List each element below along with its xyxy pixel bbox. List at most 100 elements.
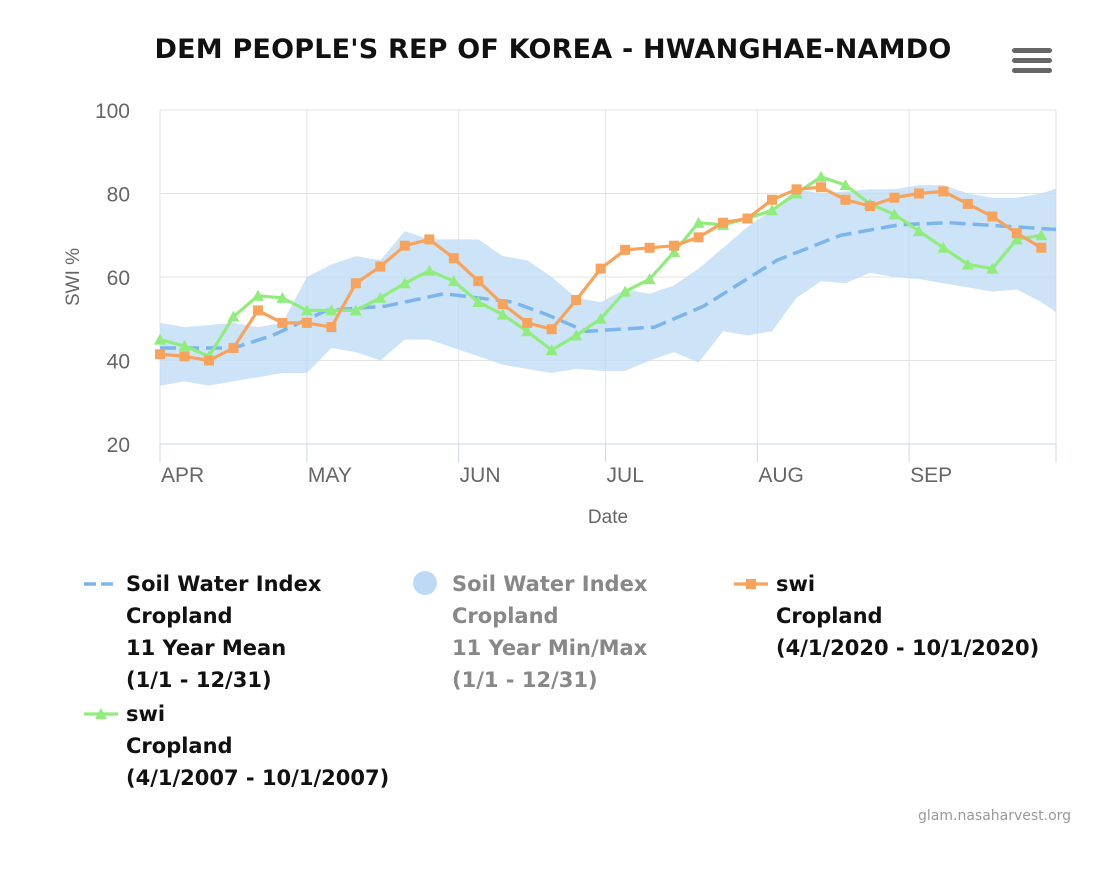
series-point	[889, 192, 900, 203]
series-point	[497, 299, 508, 310]
series-point	[325, 304, 338, 316]
series-point	[203, 355, 214, 366]
series-point	[252, 305, 263, 316]
series-layer	[154, 170, 1048, 366]
x-tick-label: JUL	[607, 464, 644, 487]
legend-range-line-1: Soil Water Index	[452, 572, 648, 596]
series-point	[178, 339, 191, 351]
min-max-range-area	[160, 185, 1056, 386]
series-swi-2020	[155, 182, 1047, 366]
legend-range-line-3: 11 Year Min/Max	[452, 636, 648, 660]
series-point	[1010, 233, 1023, 245]
legend-mean-line-4: (1/1 - 12/31)	[126, 668, 272, 692]
mean-line-layer	[160, 220, 1056, 350]
mean-line	[160, 220, 1056, 350]
x-tick-label: JUN	[460, 464, 501, 487]
series-point	[986, 262, 999, 274]
series-point	[399, 240, 410, 251]
legend-swi2020-marker	[746, 579, 756, 589]
legend-range-line-4: (1/1 - 12/31)	[452, 668, 598, 692]
legend-symbols	[84, 571, 768, 719]
x-axis-title: Date	[588, 507, 628, 528]
legend-mean-line-3: 11 Year Mean	[126, 636, 287, 660]
series-point	[718, 217, 729, 228]
legend-swi2007-line-1: swi	[126, 702, 166, 726]
series-point	[301, 317, 312, 328]
series-point	[595, 263, 606, 274]
x-tick-label: AUG	[758, 464, 804, 487]
x-tick-label: APR	[161, 464, 204, 487]
series-point	[496, 308, 509, 320]
series-point	[179, 351, 190, 362]
y-tick-label: 60	[107, 267, 130, 290]
series-point	[448, 253, 459, 264]
legend-mean-line-2: Cropland	[126, 604, 233, 628]
y-axis-title: SWI %	[63, 248, 84, 306]
chart-title: DEM PEOPLE'S REP OF KOREA - HWANGHAE-NAM…	[154, 34, 952, 65]
series-point	[276, 291, 289, 303]
series-point	[619, 285, 632, 297]
series-point	[840, 194, 851, 205]
x-tick-label: SEP	[910, 464, 952, 487]
series-point	[522, 317, 533, 328]
series-point	[227, 310, 240, 322]
series-point	[300, 304, 313, 316]
y-tick-label: 80	[107, 184, 130, 207]
series-point	[594, 312, 607, 324]
menu-icon[interactable]	[1012, 48, 1052, 78]
series-point	[155, 349, 165, 360]
series-point	[570, 329, 583, 341]
menu-bar	[1012, 68, 1052, 73]
series-point	[742, 213, 753, 224]
series-point	[1011, 228, 1022, 239]
series-point	[766, 204, 779, 216]
min-max-range-layer	[160, 185, 1056, 386]
series-point	[643, 273, 656, 285]
legend-swi2020-line-3: (4/1/2020 - 10/1/2020)	[776, 636, 1040, 660]
legend-range-line-2: Cropland	[452, 604, 559, 628]
legend-swi2020-line-2: Cropland	[776, 604, 883, 628]
series-point	[398, 277, 411, 289]
series-point	[277, 317, 288, 328]
series-point	[644, 242, 655, 253]
series-point	[620, 244, 631, 255]
series-point	[767, 194, 778, 205]
y-tick-label: 100	[95, 100, 130, 123]
series-point	[791, 184, 802, 195]
series-point	[447, 275, 460, 287]
series-point	[228, 342, 239, 353]
series-point	[693, 232, 704, 243]
series-point	[545, 344, 558, 356]
series-point	[961, 258, 974, 270]
series-point	[668, 245, 681, 257]
series-point	[913, 188, 924, 199]
series-point	[937, 241, 950, 253]
y-tick-label: 20	[107, 434, 130, 457]
series-point	[349, 304, 362, 316]
series-point	[864, 201, 875, 212]
series-point	[1035, 229, 1048, 241]
legend-swi2020-line-1: swi	[776, 572, 816, 596]
series-point	[375, 261, 386, 272]
series-point	[839, 179, 852, 191]
series-point	[815, 182, 826, 193]
menu-bar	[1012, 58, 1052, 63]
legend-swi2007-line-2: Cropland	[126, 734, 233, 758]
series-point	[546, 324, 557, 335]
series-point	[473, 276, 484, 287]
series-point	[374, 291, 387, 303]
series-point	[669, 240, 680, 251]
series-point	[692, 216, 705, 228]
axes: 20 40 60 80 100 APR MAY JUN JUL AUG SEP Date SWI %	[63, 100, 1057, 528]
series-point	[814, 170, 827, 182]
series-point	[912, 225, 925, 237]
y-tick-label: 40	[107, 351, 130, 374]
credit-text[interactable]: glam.nasaharvest.org	[918, 808, 1072, 824]
series-point	[888, 208, 901, 220]
series-point	[472, 296, 485, 308]
series-point	[962, 198, 973, 209]
series-point	[571, 294, 582, 305]
series-point	[326, 322, 337, 333]
series-point	[423, 264, 436, 276]
